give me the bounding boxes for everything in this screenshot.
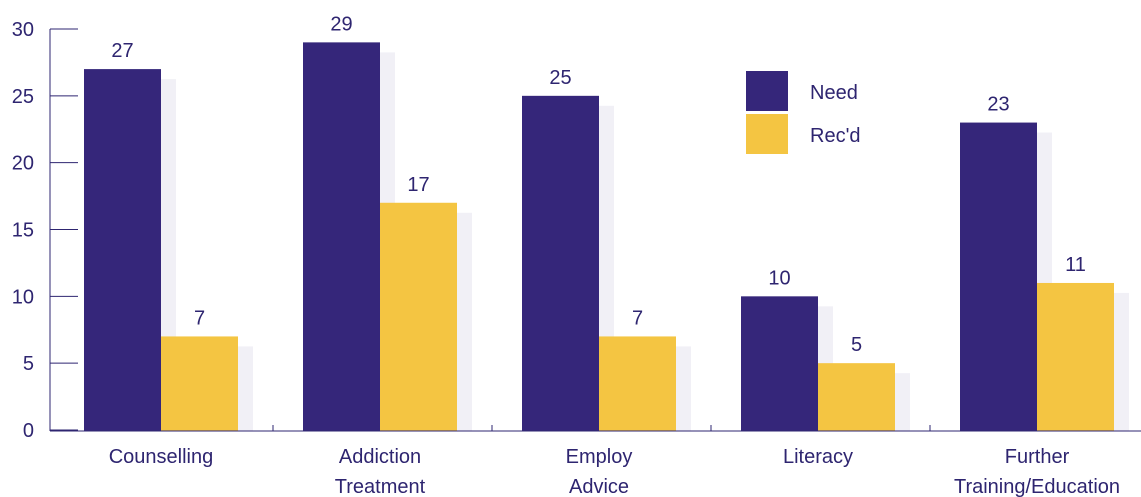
bar-need-counselling [84,69,161,431]
legend: Need Rec'd [746,71,861,154]
y-tick-label: 15 [12,220,34,242]
data-label: 23 [987,94,1009,116]
data-label: 7 [194,307,205,329]
legend-swatch-need [746,71,788,111]
category-label-line: Advice [569,476,629,497]
category-label: Further Training/Education [954,446,1120,497]
y-tick-label: 25 [12,86,34,108]
y-tick-label: 20 [12,153,34,175]
data-labels: 27 7 29 17 25 7 10 5 23 11 [111,13,1086,356]
category-label-line: Addiction [339,446,421,468]
category-label-line: Employ [566,446,633,468]
data-label: 27 [111,40,133,62]
data-label: 5 [851,334,862,356]
data-label: 7 [632,307,643,329]
data-label: 10 [768,267,790,289]
bar-rec-d-counselling [161,336,238,431]
y-tick-label: 30 [12,19,34,41]
category-label: Literacy [783,446,853,468]
bar-need-employ-advice [522,95,599,431]
bar-shadow [457,212,472,431]
bar-need-addiction-treatment [303,42,380,431]
bars [84,42,1114,432]
category-label-line: Treatment [335,476,426,497]
bar-shadow [676,346,691,431]
y-tick-label: 10 [12,286,34,308]
category-label: Counselling [109,446,214,468]
category-label: Addiction Treatment [335,446,426,497]
bar-shadow [238,346,253,431]
category-label-line: Training/Education [954,476,1120,497]
category-label: Employ Advice [566,446,633,497]
category-label-line: Literacy [783,446,853,468]
bar-need-further-training-education [960,122,1037,432]
category-labels: Counselling Addiction Treatment Employ Advic… [109,446,1120,497]
category-label-line: Counselling [109,446,214,468]
legend-label-rec-d: Rec'd [810,125,861,147]
bar-need-literacy [741,296,818,431]
category-label-line: Further [1005,446,1070,468]
bar-shadow [1114,292,1129,431]
legend-label-need: Need [810,82,858,104]
data-label: 25 [549,67,571,89]
bar-rec-d-further-training-education [1037,282,1114,431]
legend-swatch-rec-d [746,114,788,154]
y-axis-ticks: 0 5 10 15 20 25 30 [12,19,78,442]
bar-rec-d-addiction-treatment [380,202,457,431]
data-label: 11 [1065,254,1086,276]
data-label: 17 [407,174,429,196]
y-tick-label: 5 [23,353,34,375]
bar-rec-d-literacy [818,363,895,431]
x-axis-ticks [272,425,931,431]
bar-shadow [895,373,910,431]
y-tick-label: 0 [23,420,34,442]
bar-rec-d-employ-advice [599,336,676,431]
data-label: 29 [330,13,352,35]
